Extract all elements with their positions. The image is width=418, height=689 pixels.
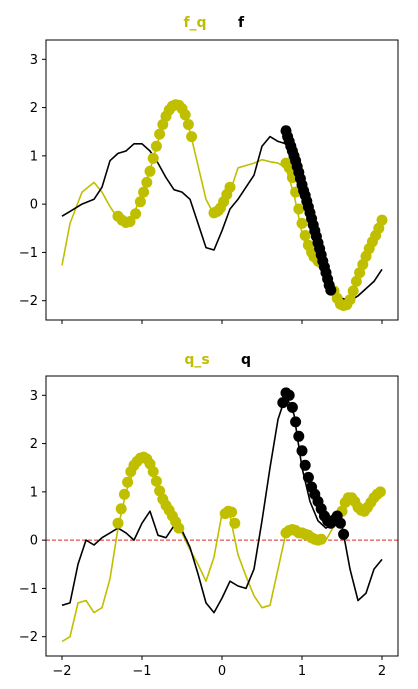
data-point: [302, 471, 314, 483]
data-point: [315, 533, 327, 545]
data-point: [141, 176, 153, 188]
x-tick-label: 1: [298, 664, 306, 679]
data-point: [144, 165, 156, 177]
data-point: [173, 522, 185, 534]
series-markers-q-markers: [277, 387, 350, 540]
top-plot: −2 −1 0 1 2 3 f_q f: [19, 15, 399, 324]
data-point: [293, 203, 305, 215]
x-tick-label: −1: [132, 664, 151, 679]
y-tick-label: 0: [30, 534, 38, 549]
data-point: [296, 217, 308, 229]
data-point: [224, 181, 236, 193]
y-tick-label: 2: [30, 101, 38, 116]
data-point: [286, 401, 298, 413]
data-point: [350, 275, 362, 287]
x-tick-label: −2: [52, 664, 71, 679]
data-point: [147, 466, 159, 478]
y-tick-label: −2: [19, 630, 38, 645]
plot-area: [46, 387, 398, 643]
data-point: [338, 528, 350, 540]
data-point: [293, 430, 305, 442]
y-tick-label: 1: [30, 485, 38, 500]
series-markers-f-markers: [280, 125, 337, 296]
axes-frame: [45, 39, 399, 321]
data-point: [186, 131, 198, 143]
data-point: [115, 503, 127, 515]
data-point: [226, 506, 238, 518]
data-point: [150, 140, 162, 152]
data-point: [347, 285, 359, 297]
y-tick-label: 3: [30, 53, 38, 68]
series-line-f: [61, 135, 383, 302]
data-point: [150, 475, 162, 487]
data-point: [134, 196, 146, 208]
y-tick-label: −1: [19, 582, 38, 597]
data-point: [122, 476, 134, 488]
data-point: [130, 208, 142, 220]
data-point: [283, 389, 295, 401]
y-tick-label: 2: [30, 437, 38, 452]
plot-area: [61, 99, 388, 311]
data-point: [376, 214, 388, 226]
series-line-q-s: [61, 457, 383, 643]
y-tick-label: 0: [30, 198, 38, 213]
legend-entry: f_q: [183, 15, 206, 31]
data-point: [179, 109, 191, 121]
x-tick-label: 0: [218, 664, 226, 679]
legend-entry: q: [241, 352, 251, 368]
data-point: [124, 216, 136, 227]
data-point: [374, 486, 386, 498]
data-point: [182, 119, 194, 130]
data-point: [344, 294, 356, 306]
data-point: [299, 459, 311, 471]
x-tick-label: 2: [378, 664, 386, 679]
series-markers-f-q-markers: [112, 99, 388, 311]
data-point: [147, 152, 159, 164]
data-point: [118, 488, 130, 500]
data-point: [296, 445, 308, 457]
data-point: [154, 128, 166, 140]
data-point: [325, 284, 337, 296]
data-point: [334, 517, 346, 529]
y-tick-label: −1: [19, 246, 38, 261]
y-tick-label: 1: [30, 149, 38, 164]
data-point: [290, 416, 302, 428]
data-point: [229, 517, 241, 529]
series-markers-q-s-markers: [112, 451, 386, 546]
y-tick-label: 3: [30, 389, 38, 404]
data-point: [277, 397, 289, 409]
y-tick-label: −2: [19, 294, 38, 309]
data-point: [299, 230, 311, 241]
data-point: [138, 186, 150, 198]
data-point: [112, 517, 124, 529]
legend-entry: q_s: [184, 352, 209, 368]
bottom-plot: −2 −1 0 1 2 3 −2 −1 0 1 2 q_s q: [19, 352, 399, 679]
legend-entry: f: [238, 15, 245, 31]
